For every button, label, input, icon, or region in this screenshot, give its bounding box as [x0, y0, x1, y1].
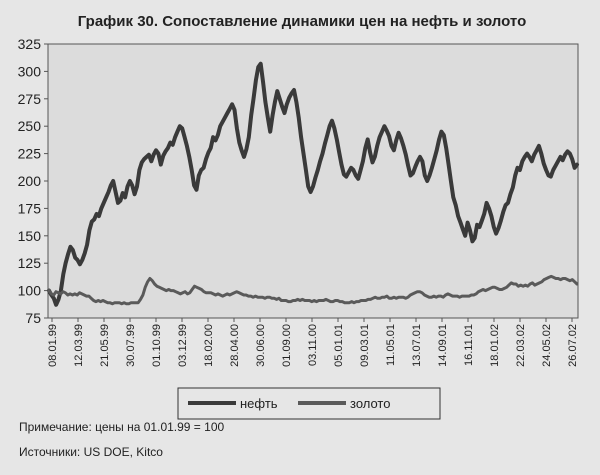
x-tick-label: 16.11.01	[463, 324, 475, 366]
x-tick-label: 30.07.99	[125, 324, 137, 367]
y-tick-label: 325	[18, 36, 42, 52]
y-tick-label: 300	[18, 63, 42, 79]
series-line-oil	[47, 61, 579, 307]
x-tick-label: 08.01.99	[47, 324, 59, 367]
legend: нефть золото	[177, 387, 441, 420]
y-tick-label: 100	[18, 283, 42, 299]
chart-note: Примечание: цены на 01.01.99 = 100	[19, 420, 225, 434]
y-axis: 75 100 125 150 175 200 225 250 275 300 325	[18, 36, 48, 326]
x-tick-label: 21.05.99	[99, 324, 111, 367]
y-tick-label: 125	[18, 255, 42, 271]
x-tick-label: 22.03.02	[515, 324, 527, 367]
x-tick-label: 18.01.02	[489, 324, 501, 367]
x-tick-label: 14.09.01	[437, 324, 449, 367]
y-tick-label: 225	[18, 146, 42, 162]
x-tick-label: 28.04.00	[229, 324, 241, 367]
chart-title: График 30. Сопоставление динамики цен на…	[78, 13, 527, 30]
y-tick-label: 150	[18, 228, 42, 244]
x-tick-label: 30.06.00	[255, 324, 267, 367]
x-tick-label: 24.05.02	[541, 324, 553, 367]
x-tick-label: 12.03.99	[73, 324, 85, 367]
legend-label-oil: нефть	[240, 396, 278, 411]
series-layer	[47, 61, 579, 307]
x-axis: 08.01.99 12.03.99 21.05.99 30.07.99 01.10.99…	[47, 318, 579, 367]
x-tick-label: 11.05.01	[385, 324, 397, 366]
y-tick-label: 175	[18, 200, 42, 216]
y-tick-label: 250	[18, 118, 42, 134]
x-tick-label: 13.07.01	[411, 324, 423, 367]
series-line-gold	[47, 274, 579, 306]
x-tick-label: 01.10.99	[151, 324, 163, 367]
x-tick-label: 03.12.99	[177, 324, 189, 367]
y-tick-label: 75	[25, 310, 41, 326]
chart-sources: Источники: US DOE, Kitco	[19, 445, 163, 459]
x-tick-label: 09.03.01	[359, 324, 371, 367]
x-tick-label: 18.02.00	[203, 324, 215, 367]
x-tick-label: 05.01.01	[333, 324, 345, 367]
legend-label-gold: золото	[350, 396, 390, 411]
y-tick-label: 200	[18, 173, 42, 189]
x-tick-label: 26.07.02	[567, 324, 579, 367]
y-tick-label: 275	[18, 91, 42, 107]
x-tick-label: 01.09.00	[281, 324, 293, 367]
x-tick-label: 03.11.00	[307, 324, 319, 366]
